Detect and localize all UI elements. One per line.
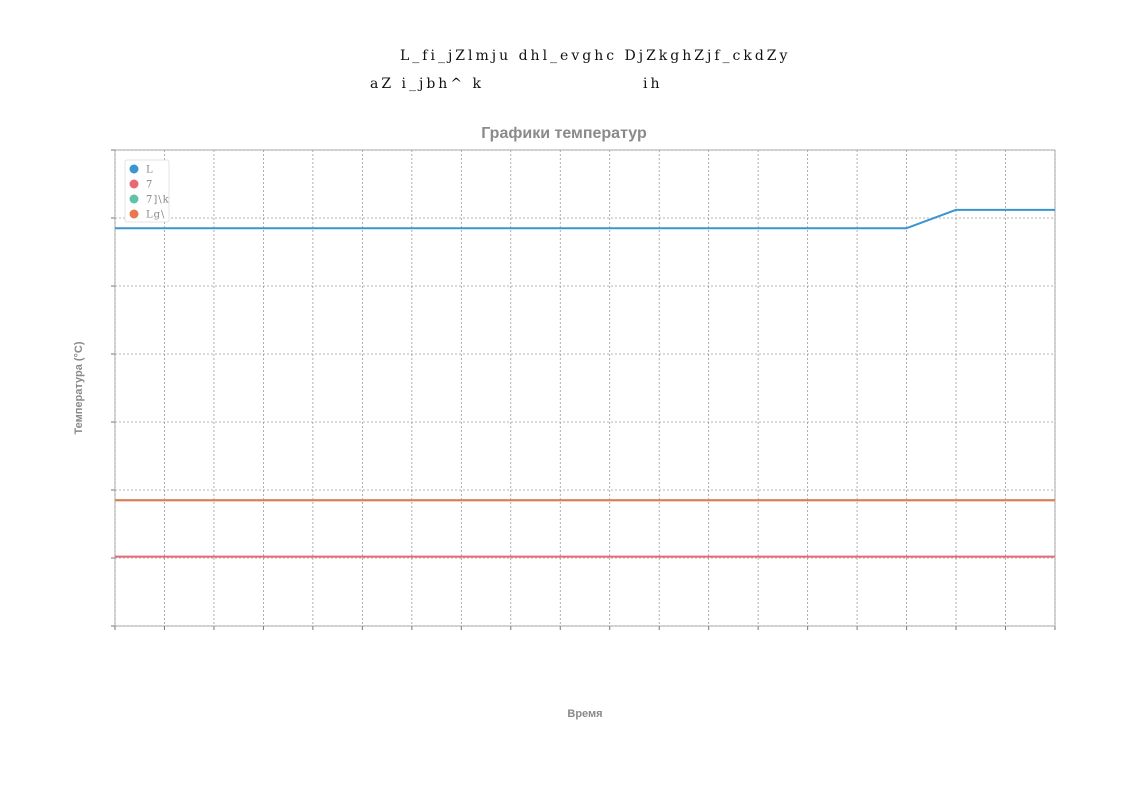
chart-legend: L 7 7]\k Lg\ — [124, 159, 170, 223]
legend-label: 7]\k — [146, 195, 170, 206]
legend-marker — [129, 209, 139, 219]
series-line — [115, 208, 1055, 230]
x-axis-title: Время — [567, 708, 602, 720]
header-line-2-right: ih — [643, 76, 663, 92]
y-axis-title: Температура (°C) — [73, 341, 85, 434]
legend-label: L — [146, 165, 154, 176]
chart-title: Графики температур — [481, 125, 647, 142]
legend-marker — [129, 179, 139, 189]
legend-box — [124, 159, 170, 223]
legend-label: Lg\ — [146, 210, 165, 221]
legend-marker — [129, 194, 139, 204]
legend-marker — [129, 164, 139, 174]
header-line-1: L_fi_jZlmju dhl_evghc DjZkghZjf_ckdZy — [400, 48, 791, 64]
header-line-2-left: aZ i_jbh^ k — [370, 76, 484, 92]
chart-grid — [114, 149, 1056, 627]
plot-frame — [114, 149, 1056, 627]
legend-label: 7 — [146, 180, 153, 191]
chart-series — [115, 208, 1055, 558]
chart-ticks — [111, 149, 1056, 630]
